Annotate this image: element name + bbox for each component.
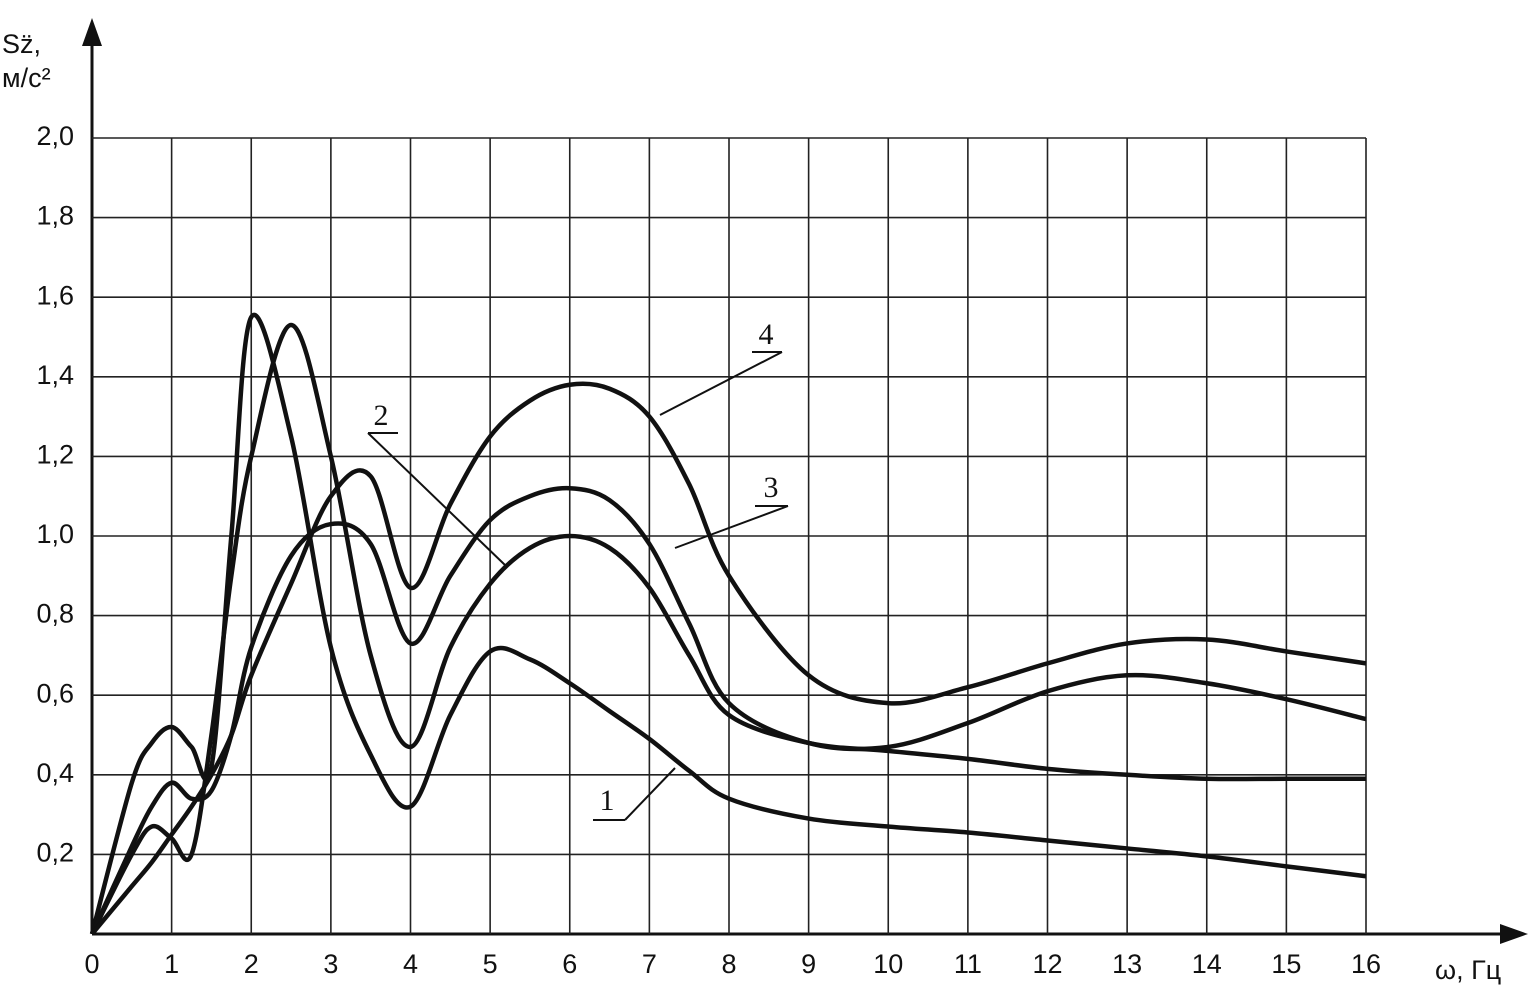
x-tick-label: 13 [1112, 949, 1142, 979]
curve [90, 381, 1367, 936]
y-tick-label: 1,0 [36, 519, 74, 549]
x-tick-label: 0 [84, 949, 99, 979]
x-tick-label: 11 [954, 949, 982, 979]
x-tick-label: 9 [801, 949, 816, 979]
x-tick-label: 2 [244, 949, 259, 979]
series-label: 3 [764, 471, 779, 504]
y-tick-label: 0,8 [36, 599, 74, 629]
series-label: 2 [374, 399, 389, 432]
y-tick-label: 1,8 [36, 201, 74, 231]
x-tick-label: 4 [403, 949, 418, 979]
x-tick-label: 8 [721, 949, 736, 979]
y-tick-label: 2,0 [36, 121, 74, 151]
x-tick-label: 12 [1032, 949, 1062, 979]
y-tick-label: 0,6 [36, 678, 74, 708]
y-tick-label: 1,6 [36, 280, 74, 310]
x-tick-label: 15 [1271, 949, 1301, 979]
callout-leader [624, 767, 676, 821]
y-axis-unit: м/с² [2, 63, 51, 93]
x-tick-label: 5 [483, 949, 498, 979]
series-label: 1 [600, 784, 615, 817]
x-tick-label: 16 [1351, 949, 1381, 979]
callout-leader [367, 432, 506, 566]
y-tick-label: 1,4 [36, 360, 74, 390]
x-axis-label: ω, Гц [1435, 955, 1501, 985]
x-tick-label: 1 [164, 949, 179, 979]
x-tick-label: 7 [642, 949, 657, 979]
callout-leader [659, 351, 783, 416]
x-tick-label: 14 [1192, 949, 1222, 979]
y-tick-label: 1,2 [36, 440, 74, 470]
curve [89, 485, 1367, 935]
x-axis-arrow [1500, 924, 1528, 944]
series-label: 4 [759, 318, 774, 351]
x-tick-label: 6 [562, 949, 577, 979]
curve [89, 322, 1366, 936]
y-axis-arrow [82, 18, 102, 46]
x-tick-label: 10 [873, 949, 903, 979]
callout-leader [674, 505, 789, 549]
x-tick-label: 3 [323, 949, 338, 979]
y-tick-label: 0,4 [36, 758, 74, 788]
y-axis-label: Sz̈, [2, 29, 41, 59]
y-tick-label: 0,2 [36, 838, 74, 868]
